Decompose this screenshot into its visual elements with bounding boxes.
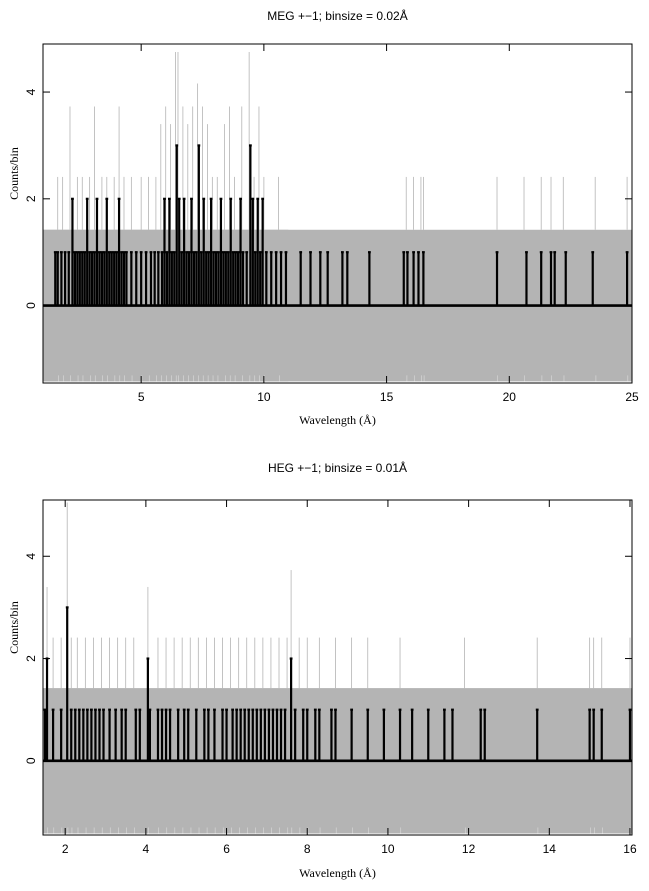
x-tick-label: 2 [62, 842, 69, 856]
plot-frame [42, 499, 633, 836]
x-tick-label: 5 [138, 390, 145, 404]
y-tick-label: 0 [24, 757, 38, 764]
chart-panel-1: 5 10 15 20 25 0 2 4 MEG +−1; binsize = 0.02Å Wave… [7, 8, 639, 427]
x-tick-label: 16 [623, 842, 637, 856]
y-tick-label: 2 [24, 195, 38, 202]
x-tick-label: 10 [381, 842, 395, 856]
plot-area [43, 52, 632, 382]
x-tick-label: 4 [143, 842, 150, 856]
y-tick-label: 2 [24, 655, 38, 662]
plot-frame [42, 43, 633, 384]
y-tick-label: 4 [24, 88, 38, 95]
y-tick-label: 4 [24, 553, 38, 560]
x-tick-label: 6 [223, 842, 230, 856]
x-axis-label: Wavelength (Å) [299, 413, 376, 427]
x-tick-label: 8 [304, 842, 311, 856]
y-axis-label: Counts/bin [7, 601, 21, 654]
x-tick-label: 20 [503, 390, 517, 404]
x-tick-label: 15 [380, 390, 394, 404]
x-tick-label: 12 [462, 842, 476, 856]
chart-title: MEG +−1; binsize = 0.02Å [267, 8, 407, 23]
x-tick-label: 25 [625, 390, 639, 404]
plot-area [43, 502, 632, 834]
y-tick-label: 0 [24, 302, 38, 309]
x-tick-label: 10 [257, 390, 271, 404]
chart-title: HEG +−1; binsize = 0.01Å [268, 460, 407, 475]
x-axis-label: Wavelength (Å) [299, 866, 376, 880]
chart-panel-2: 2 4 6 8 10 12 14 16 0 2 4 HEG +−1; binsize = 0.01Å W… [7, 460, 637, 880]
x-tick-label: 14 [543, 842, 557, 856]
y-axis-label: Counts/bin [7, 147, 21, 200]
